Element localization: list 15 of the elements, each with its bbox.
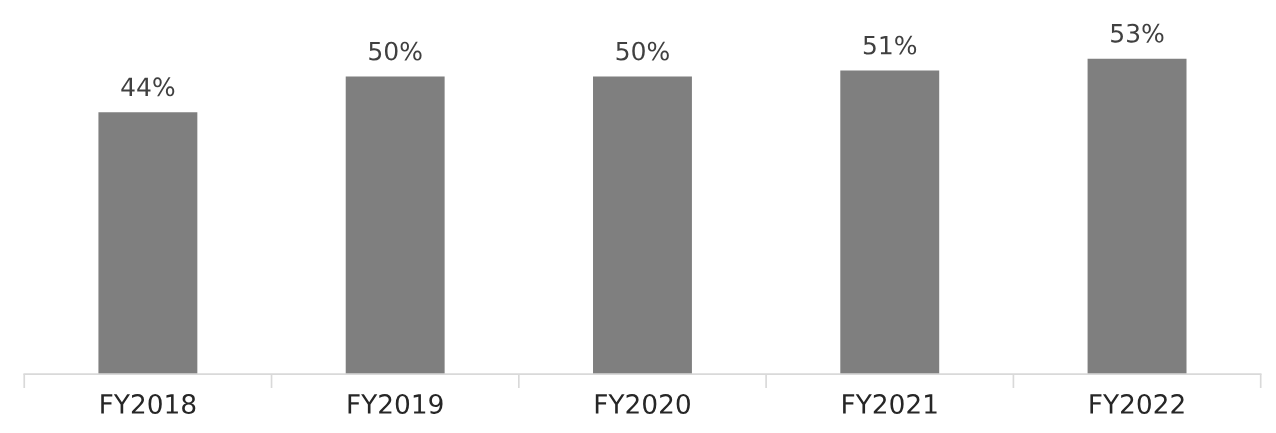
x-tick-label: FY2020 [595, 394, 690, 414]
bar [1087, 58, 1187, 375]
data-label: 44% [121, 77, 175, 97]
x-tick-label: FY2022 [1090, 394, 1184, 414]
x-tick-label: FY2021 [843, 394, 937, 414]
x-tick-label: FY2019 [348, 394, 443, 414]
bar [593, 76, 692, 375]
data-label: 51% [863, 35, 917, 55]
bar [345, 76, 445, 375]
bar [98, 112, 198, 375]
data-label: 50% [369, 41, 422, 61]
x-tick-label: FY2018 [101, 394, 196, 414]
bar [840, 70, 940, 375]
data-label: 53% [1111, 23, 1164, 43]
data-label: 50% [616, 41, 669, 61]
